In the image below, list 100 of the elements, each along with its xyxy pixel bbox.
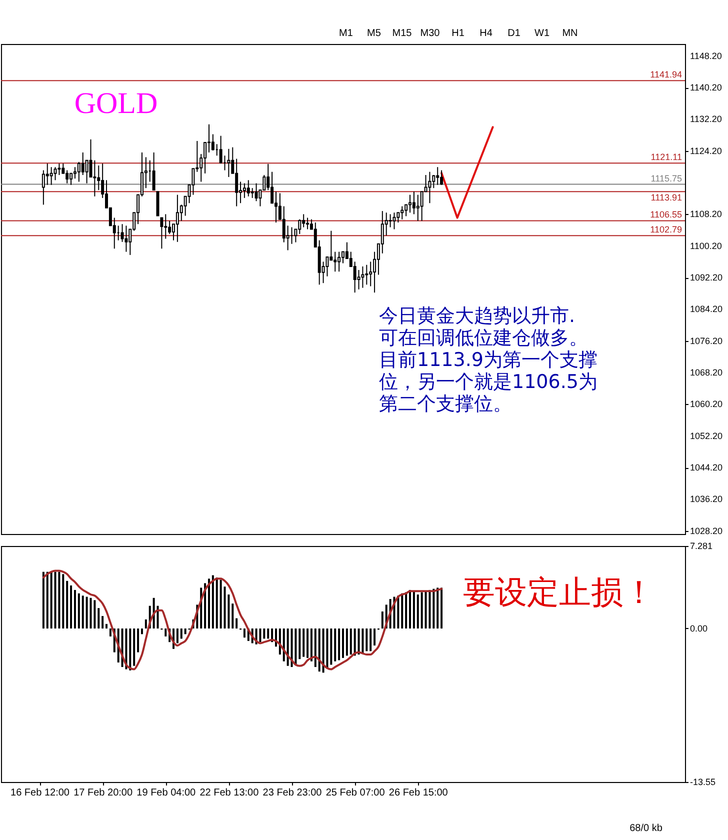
bar: [318, 628, 320, 672]
text: W1: [534, 28, 550, 39]
bar: [106, 624, 108, 628]
bar: [90, 598, 92, 628]
bar: [310, 628, 312, 662]
candlestick: [282, 206, 286, 243]
y-tick-label: 1084.20: [690, 304, 723, 314]
candlestick: [404, 204, 408, 217]
bar: [420, 592, 423, 628]
candlestick: [70, 172, 73, 186]
bar: [66, 580, 68, 628]
bar: [428, 590, 431, 628]
annotation: 要设定止损！: [463, 573, 655, 611]
y-tick-label: 1060.20: [690, 399, 723, 410]
y-tick-label: 1068.20: [690, 368, 723, 378]
y-tick-label: 1148.20: [690, 50, 722, 61]
bar: [314, 628, 316, 668]
bar: [180, 628, 182, 639]
bar: [412, 591, 415, 628]
bar: [338, 628, 340, 660]
bar: [212, 575, 214, 628]
ref-line-label: 1115.75: [650, 173, 682, 184]
bar: [366, 628, 368, 652]
candlestick: [97, 165, 100, 191]
bar: [58, 572, 60, 628]
candlestick: [357, 270, 360, 290]
ref-line-label: 1106.55: [650, 210, 682, 220]
x-tick-label: 17 Feb 20:00: [74, 788, 133, 798]
bar: [42, 572, 44, 628]
bar: [342, 628, 344, 658]
bar: [109, 628, 112, 636]
y-tick-label: 1036.20: [690, 494, 723, 504]
candlestick: [342, 251, 344, 264]
x-tick-label: 22 Feb 13:00: [200, 788, 260, 798]
bar: [302, 628, 305, 657]
bar: [243, 628, 246, 638]
x-tick-label: 19 Feb 04:00: [136, 788, 196, 798]
bar: [137, 628, 140, 652]
bar: [282, 628, 285, 662]
text: 68/0 kb: [630, 823, 663, 834]
bar: [306, 628, 309, 658]
y-tick-label: 1028.20: [690, 526, 723, 536]
bar: [374, 628, 376, 646]
ref-line-label: 1102.79: [650, 224, 682, 235]
bar: [102, 616, 104, 628]
candlestick: [298, 218, 302, 234]
bar: [381, 611, 384, 628]
ref-line-label: 1121.11: [650, 152, 682, 162]
bar: [144, 619, 147, 628]
y-tick-label: 1076.20: [690, 336, 723, 346]
y-tick-label: 1052.20: [690, 430, 723, 441]
candlestick: [152, 152, 156, 191]
y-tick-label: 1108.20: [690, 209, 722, 220]
candlestick: [50, 166, 53, 186]
candlestick: [408, 194, 412, 214]
bar: [263, 628, 266, 639]
candlestick: [81, 152, 84, 176]
text: H4: [480, 28, 493, 39]
candlestick: [365, 264, 368, 286]
candlestick: [124, 225, 128, 252]
bar: [286, 628, 289, 666]
text: M1: [339, 28, 354, 39]
bar: [416, 594, 419, 628]
bar: [216, 578, 218, 628]
candlestick: [42, 170, 45, 206]
text: GOLD: [74, 87, 158, 120]
bar: [176, 628, 178, 644]
bar: [259, 628, 262, 642]
bar: [232, 604, 234, 628]
bar: [133, 628, 136, 666]
candlestick: [334, 251, 337, 272]
candlestick: [416, 194, 420, 222]
text: D1: [508, 28, 521, 39]
bar: [78, 593, 80, 628]
bar: [370, 628, 372, 652]
bar: [98, 608, 100, 628]
candlestick: [73, 166, 76, 180]
candlestick: [211, 134, 214, 151]
bar: [50, 572, 52, 628]
bar: [409, 590, 412, 628]
bar: [290, 628, 293, 668]
text: MN: [562, 28, 578, 39]
candlestick: [85, 160, 88, 184]
candlestick: [242, 182, 246, 198]
ref-line-label: 1141.94: [650, 70, 682, 80]
candlestick: [46, 163, 49, 186]
bar: [350, 628, 352, 655]
text: M15: [392, 28, 412, 39]
bar: [140, 628, 143, 634]
y-tick-label: 1100.20: [690, 240, 722, 251]
candlestick: [306, 217, 310, 230]
y-tick-label: 1044.20: [690, 462, 723, 473]
candlestick: [428, 171, 432, 204]
bar: [362, 628, 364, 654]
candlestick: [176, 194, 179, 242]
bar: [326, 628, 328, 668]
candlestick: [66, 170, 69, 184]
candlestick: [432, 174, 436, 189]
bar: [298, 628, 301, 660]
candlestick: [436, 166, 440, 186]
